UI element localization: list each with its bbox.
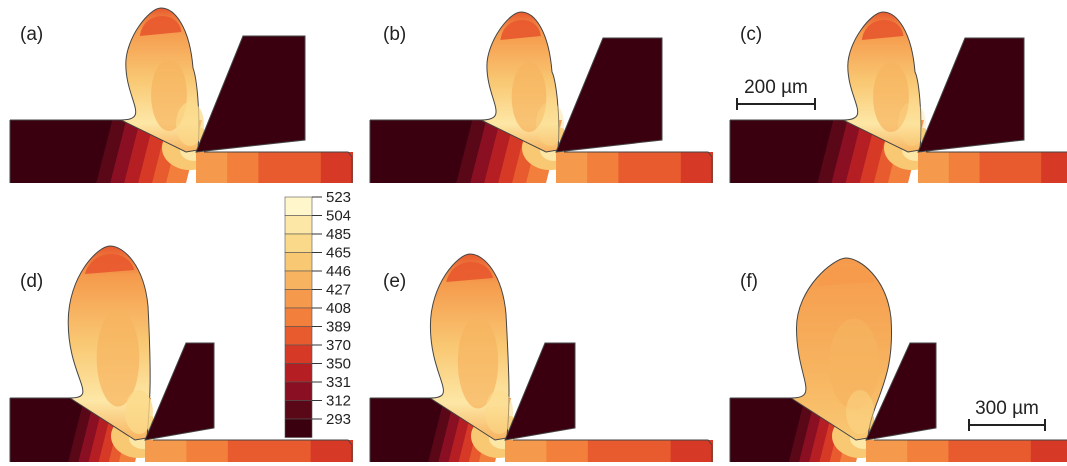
colorbar-swatch <box>284 418 313 438</box>
cutting-tool <box>865 342 937 441</box>
colorbar-tick-label: 485 <box>326 226 351 243</box>
colorbar-swatch <box>284 381 313 401</box>
cutting-tool <box>144 342 215 441</box>
colorbar-tick-label: 465 <box>326 245 351 262</box>
chip <box>480 11 564 153</box>
colorbar-swatch <box>284 196 313 216</box>
cutting-tool <box>504 342 576 441</box>
colorbar-tick-label: 312 <box>326 393 351 410</box>
cutting-tool <box>195 35 306 153</box>
scale-bar-top-label: 200 µm <box>744 77 808 98</box>
panel-d: (d) <box>9 245 354 462</box>
panel-f: (f) <box>729 257 1067 462</box>
colorbar-swatch <box>284 400 313 420</box>
colorbar-swatch <box>284 252 313 272</box>
panel-label: (b) <box>383 24 406 45</box>
colorbar-swatch <box>284 215 313 235</box>
scale-bar-top: 200 µm <box>736 77 816 110</box>
colorbar-tick-label: 389 <box>326 319 351 336</box>
colorbar-tick-label: 350 <box>326 356 351 373</box>
chip <box>789 257 893 441</box>
colorbar-swatch <box>284 307 313 327</box>
chip <box>67 245 153 441</box>
panel-label: (c) <box>740 24 762 45</box>
panel-label: (d) <box>20 271 43 292</box>
chip <box>120 7 204 153</box>
colorbar-tick-label: 504 <box>326 208 351 225</box>
colorbar-tick-label: 293 <box>326 411 351 428</box>
colorbar-tick-label: 408 <box>326 300 351 317</box>
panel-label: (f) <box>740 271 758 292</box>
colorbar-tick-label: 331 <box>326 374 351 391</box>
panel-c: (c) <box>729 11 1067 183</box>
cutting-tool <box>555 37 663 153</box>
panel-label: (a) <box>20 24 43 45</box>
scale-bar-bottom: 300 µm <box>968 398 1046 431</box>
colorbar-swatch <box>284 233 313 253</box>
colorbar-swatch <box>284 326 313 346</box>
panel-e: (e) <box>369 253 714 462</box>
chip <box>842 11 926 153</box>
chip <box>428 253 513 441</box>
colorbar-tick-label: 427 <box>326 282 351 299</box>
colorbar-swatch <box>284 270 313 290</box>
cutting-tool <box>917 37 1025 153</box>
colorbar-tick-label: 370 <box>326 337 351 354</box>
scale-bar-bottom-label: 300 µm <box>975 398 1039 419</box>
panel-a: (a) <box>9 7 354 183</box>
colorbar-swatch <box>284 363 313 383</box>
colorbar-swatch <box>284 289 313 309</box>
panel-label: (e) <box>383 271 406 292</box>
panel-b: (b) <box>369 11 714 183</box>
colorbar-tick-label: 446 <box>326 263 351 280</box>
colorbar-swatch <box>284 344 313 364</box>
colorbar-tick-label: 523 <box>326 189 351 206</box>
